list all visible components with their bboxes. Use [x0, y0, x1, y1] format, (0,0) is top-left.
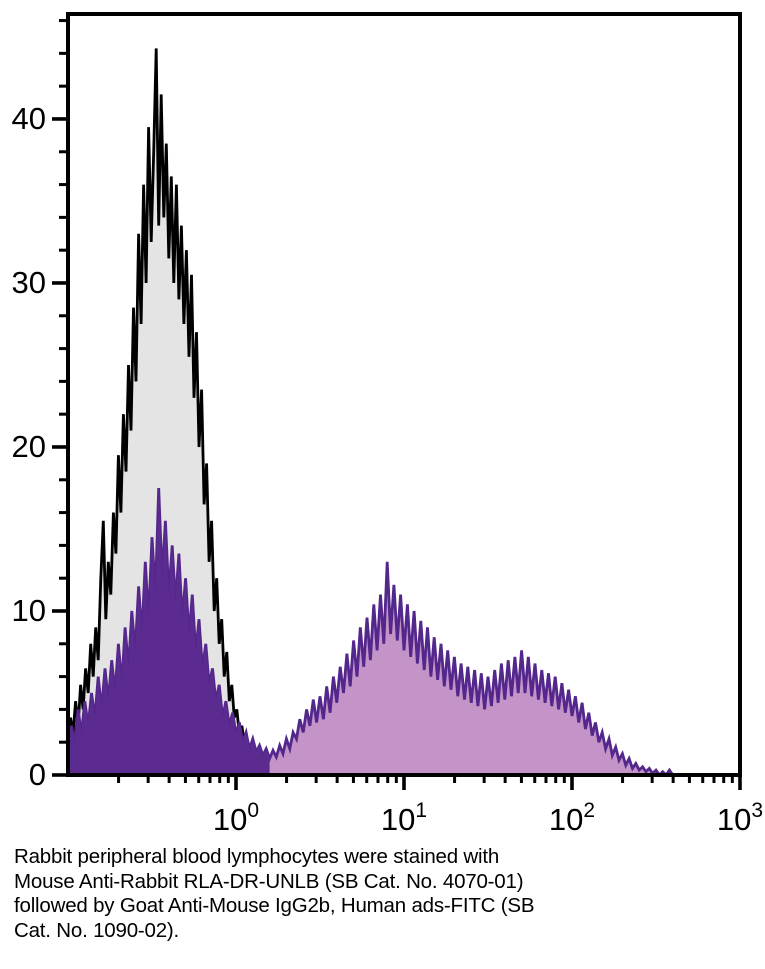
y-tick-label: 20 [12, 429, 46, 464]
x-tick-label: 100 [213, 799, 259, 837]
y-tick-label: 40 [12, 101, 46, 136]
y-axis: 0 10 20 30 40 [12, 19, 68, 792]
y-tick-label: 30 [12, 265, 46, 300]
x-tick-label: 101 [381, 799, 427, 837]
histogram-series [66, 48, 676, 778]
x-axis: 100 101 102 103 [117, 775, 763, 837]
y-tick-label: 0 [29, 757, 46, 792]
caption: Rabbit peripheral blood lymphocytes were… [14, 845, 535, 942]
x-tick-label: 102 [549, 799, 595, 837]
x-tick-label: 103 [717, 799, 763, 837]
series-overlap-region [68, 488, 270, 775]
y-tick-label: 10 [12, 593, 46, 628]
series-negative-control [66, 48, 273, 777]
flow-histogram-svg: 0 10 20 30 40 100 101 102 103 [12, 12, 763, 837]
